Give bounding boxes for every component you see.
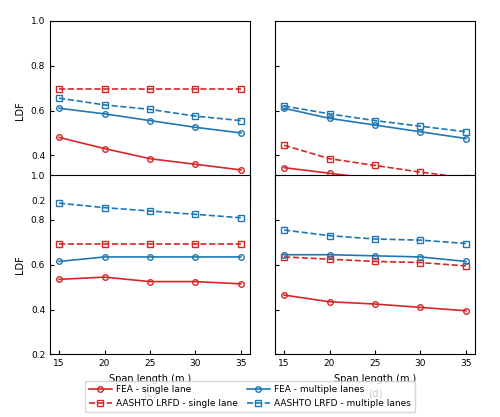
- Title: (a): (a): [143, 234, 157, 244]
- Title: (b): (b): [368, 234, 382, 244]
- Title: (d): (d): [368, 388, 382, 398]
- Legend: FEA - single lane, AASHTO LRFD - single lane, FEA - multiple lanes, AASHTO LRFD : FEA - single lane, AASHTO LRFD - single …: [84, 381, 415, 412]
- Title: (c): (c): [143, 388, 157, 398]
- Y-axis label: LDF: LDF: [15, 101, 25, 120]
- X-axis label: Span length (m.): Span length (m.): [109, 374, 191, 384]
- Y-axis label: LDF: LDF: [15, 256, 25, 274]
- X-axis label: Span length (m.): Span length (m.): [334, 374, 416, 384]
